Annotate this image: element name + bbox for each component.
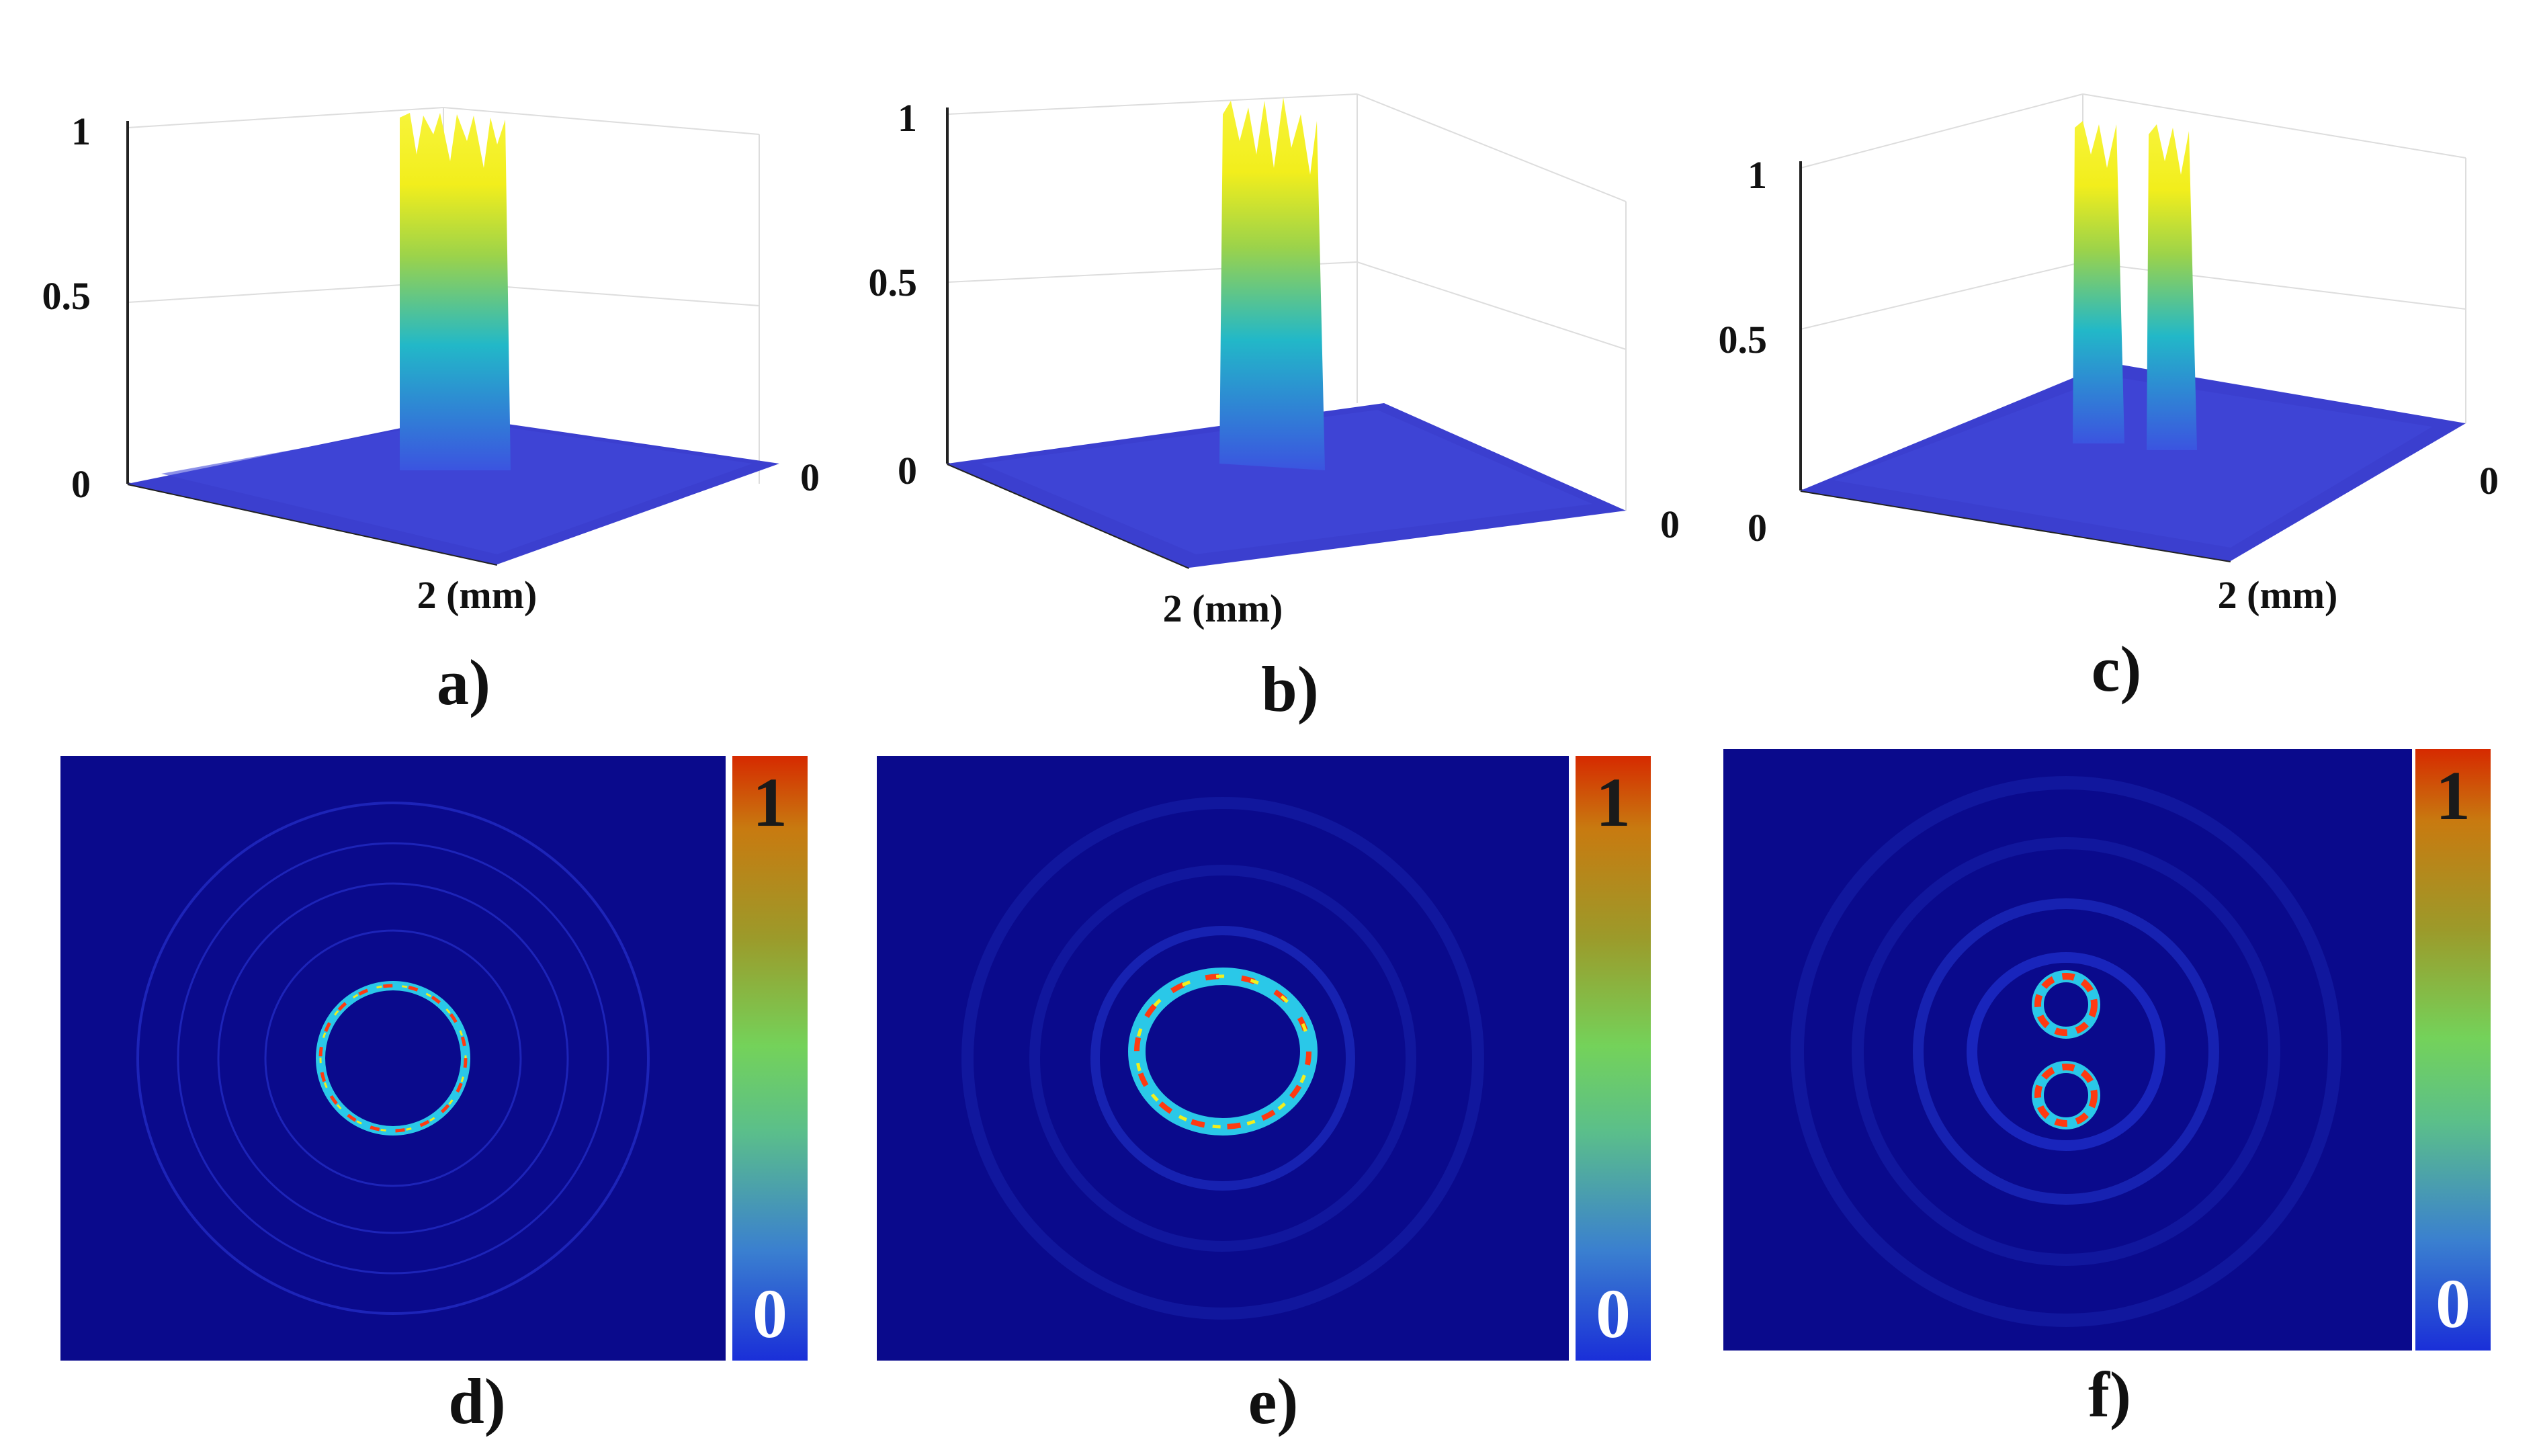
colorbar-e: 1 0 (1576, 756, 1651, 1361)
colorbar-max-label: 1 (2436, 757, 2470, 834)
surface-plot-b: 1 0.5 0 0 2 (mm) (869, 93, 1680, 630)
ring-pattern-d (136, 802, 650, 1315)
z-tick-0: 0 (898, 449, 917, 493)
z-tick-0-5: 0.5 (1719, 318, 1768, 361)
surface-plot-a: 1 0.5 0 0 2 (mm) (42, 107, 820, 617)
caption-f: f) (2088, 1359, 2131, 1430)
colorbar-max-label: 1 (752, 764, 787, 841)
colorbar-min-label: 0 (1596, 1275, 1631, 1353)
panel-d-intensity-map (60, 756, 726, 1361)
x-tick-0: 0 (2479, 459, 2499, 503)
z-tick-0-5: 0.5 (869, 261, 918, 304)
z-tick-1: 1 (1748, 153, 1767, 197)
y-axis-label: 2 (mm) (1163, 587, 1283, 630)
z-tick-0: 0 (71, 462, 91, 506)
colorbar-max-label: 1 (1596, 764, 1631, 841)
panel-e-intensity-map (877, 756, 1569, 1361)
caption-a: a) (437, 646, 490, 718)
surface-plot-c: 1 0.5 0 0 2 (mm) (1719, 93, 2499, 617)
panel-c-3d-plot: 1 0.5 0 0 2 (mm) (1707, 0, 2539, 645)
z-tick-1: 1 (71, 110, 91, 153)
z-tick-0: 0 (1748, 506, 1767, 550)
surface-peak (400, 113, 511, 470)
caption-b: b) (1261, 653, 1319, 725)
caption-c: c) (2091, 633, 2142, 705)
panel-f-intensity-map (1723, 749, 2412, 1351)
surface-peak-right (2147, 124, 2197, 450)
y-axis-label: 2 (mm) (417, 573, 537, 617)
y-axis-label: 2 (mm) (2218, 573, 2338, 617)
caption-d: d) (448, 1365, 506, 1437)
surface-peak (1219, 97, 1325, 470)
colorbar-min-label: 0 (2436, 1265, 2470, 1342)
x-tick-0: 0 (800, 456, 820, 499)
surface-peak-left (2073, 121, 2124, 443)
colorbar-d: 1 0 (732, 756, 808, 1361)
z-tick-0-5: 0.5 (42, 274, 91, 318)
z-tick-1: 1 (898, 96, 917, 140)
panel-b-3d-plot: 1 0.5 0 0 2 (mm) (847, 0, 1693, 645)
colorbar-min-label: 0 (752, 1275, 787, 1353)
caption-e: e) (1248, 1365, 1299, 1437)
ring-pattern-f (1791, 776, 2341, 1327)
colorbar-f: 1 0 (2415, 749, 2491, 1351)
x-tick-0: 0 (1660, 503, 1680, 546)
panel-a-3d-plot: 1 0.5 0 0 2 (mm) (27, 0, 833, 645)
ring-pattern-e (961, 797, 1484, 1320)
